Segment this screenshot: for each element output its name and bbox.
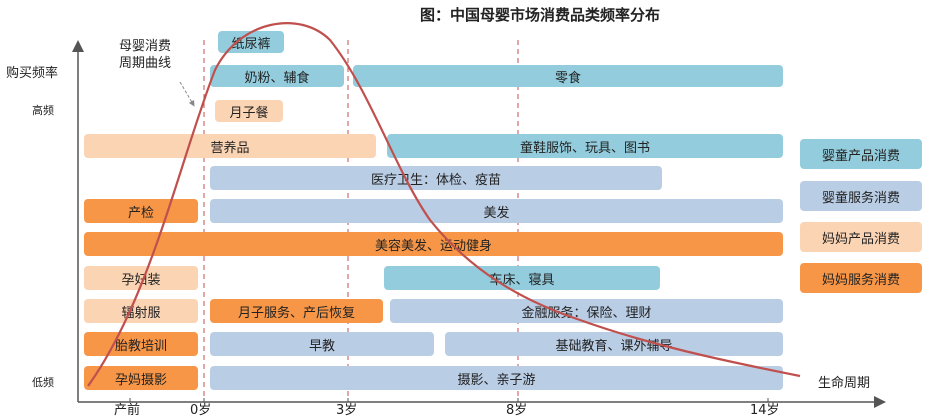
x-tick-3: 3岁 (336, 403, 358, 418)
bar-early-edu: 早教 (210, 332, 434, 356)
legend-baby-service: 婴童服务消费 (800, 181, 922, 211)
x-tick-14: 14岁 (750, 403, 780, 418)
bar-maternity-photo: 孕妈摄影 (84, 366, 198, 390)
bar-prenatal-edu: 胎教培训 (84, 332, 198, 356)
bar-basic-edu: 基础教育、课外辅导 (445, 332, 783, 356)
bar-postpartum: 月子服务、产后恢复 (210, 299, 383, 323)
bar-finance: 金融服务：保险、理财 (390, 299, 783, 323)
x-tick-prenatal: 产前 (114, 403, 141, 418)
x-tick-8: 8岁 (506, 403, 528, 418)
bar-nutrition: 营养品 (84, 134, 376, 158)
bar-snacks: 零食 (353, 65, 783, 87)
y-axis-label: 购买频率 (6, 66, 59, 81)
bar-diaper: 纸尿裤 (218, 31, 284, 53)
bar-prenatal-check: 产检 (84, 199, 198, 223)
bar-hair: 美发 (210, 199, 783, 223)
bar-kids-goods: 童鞋服饰、玩具、图书 (387, 134, 783, 158)
curve-label: 母婴消费 周期曲线 (110, 38, 180, 72)
curve-label-pointer (179, 81, 195, 107)
bar-formula: 奶粉、辅食 (210, 65, 344, 87)
bar-confinement-meal: 月子餐 (215, 100, 283, 122)
legend-mom-product: 妈妈产品消费 (800, 222, 922, 252)
curve-label-line-2: 周期曲线 (118, 56, 171, 71)
bar-photo: 摄影、亲子游 (210, 366, 783, 390)
bar-bedding: 车床、寝具 (384, 266, 660, 290)
x-tick-0: 0岁 (190, 403, 212, 418)
y-axis-high-label: 高频 (32, 104, 54, 117)
legend-baby-product: 婴童产品消费 (800, 139, 922, 169)
chart-title: 图：中国母婴市场消费品类频率分布 (419, 6, 660, 24)
legend-mom-service: 妈妈服务消费 (800, 263, 922, 293)
bar-beauty: 美容美发、运动健身 (84, 232, 783, 256)
bar-medical: 医疗卫生：体检、疫苗 (210, 166, 662, 190)
curve-label-line-1: 母婴消费 (118, 39, 171, 54)
bar-radiation-suit: 辐射服 (84, 299, 198, 323)
bar-maternity-wear: 孕妇装 (84, 266, 198, 290)
y-axis-low-label: 低频 (32, 376, 54, 389)
x-axis-label: 生命周期 (818, 376, 871, 391)
